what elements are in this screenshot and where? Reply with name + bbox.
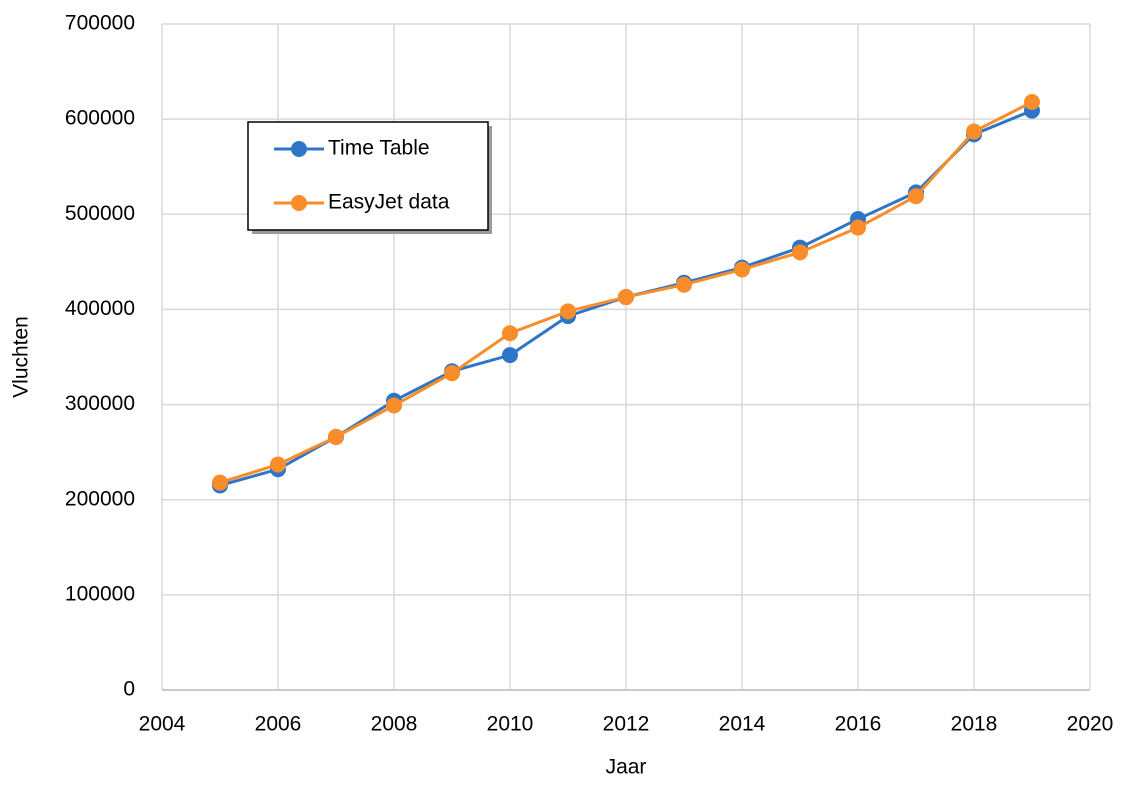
data-point xyxy=(734,261,750,278)
data-point xyxy=(502,347,518,364)
legend-label: Time Table xyxy=(328,137,430,160)
y-tick-label: 700000 xyxy=(65,12,135,35)
legend-box xyxy=(247,121,489,231)
x-tick-label: 2016 xyxy=(835,713,882,736)
y-tick-label: 400000 xyxy=(65,297,135,320)
x-tick-label: 2008 xyxy=(371,713,418,736)
data-point xyxy=(328,428,344,445)
x-tick-label: 2010 xyxy=(487,713,534,736)
data-point xyxy=(270,456,286,473)
y-tick-label: 200000 xyxy=(65,487,135,510)
legend-marker xyxy=(291,195,307,211)
data-point xyxy=(792,244,808,261)
x-axis-label: Jaar xyxy=(606,756,647,779)
data-point xyxy=(212,474,228,491)
x-tick-label: 2012 xyxy=(603,713,650,736)
data-point xyxy=(618,289,634,306)
data-point xyxy=(850,219,866,236)
y-tick-label: 0 xyxy=(123,678,135,701)
data-point xyxy=(560,303,576,320)
data-point xyxy=(444,365,460,382)
x-tick-label: 2014 xyxy=(719,713,766,736)
legend-marker xyxy=(291,141,307,157)
legend: Time Table EasyJet data xyxy=(247,121,492,234)
x-tick-label: 2020 xyxy=(1067,713,1114,736)
y-axis-label: Vluchten xyxy=(10,316,33,398)
x-tick-label: 2004 xyxy=(139,713,186,736)
y-tick-label: 100000 xyxy=(65,582,135,605)
x-tick-label: 2018 xyxy=(951,713,998,736)
data-point xyxy=(676,276,692,293)
data-point xyxy=(386,397,402,414)
y-tick-label: 300000 xyxy=(65,392,135,415)
data-point xyxy=(1024,94,1040,111)
y-tick-label: 500000 xyxy=(65,202,135,225)
x-tick-label: 2006 xyxy=(255,713,302,736)
y-tick-label: 600000 xyxy=(65,107,135,130)
data-point xyxy=(966,123,982,140)
data-point xyxy=(908,188,924,205)
legend-label: EasyJet data xyxy=(328,191,450,214)
data-point xyxy=(502,325,518,342)
